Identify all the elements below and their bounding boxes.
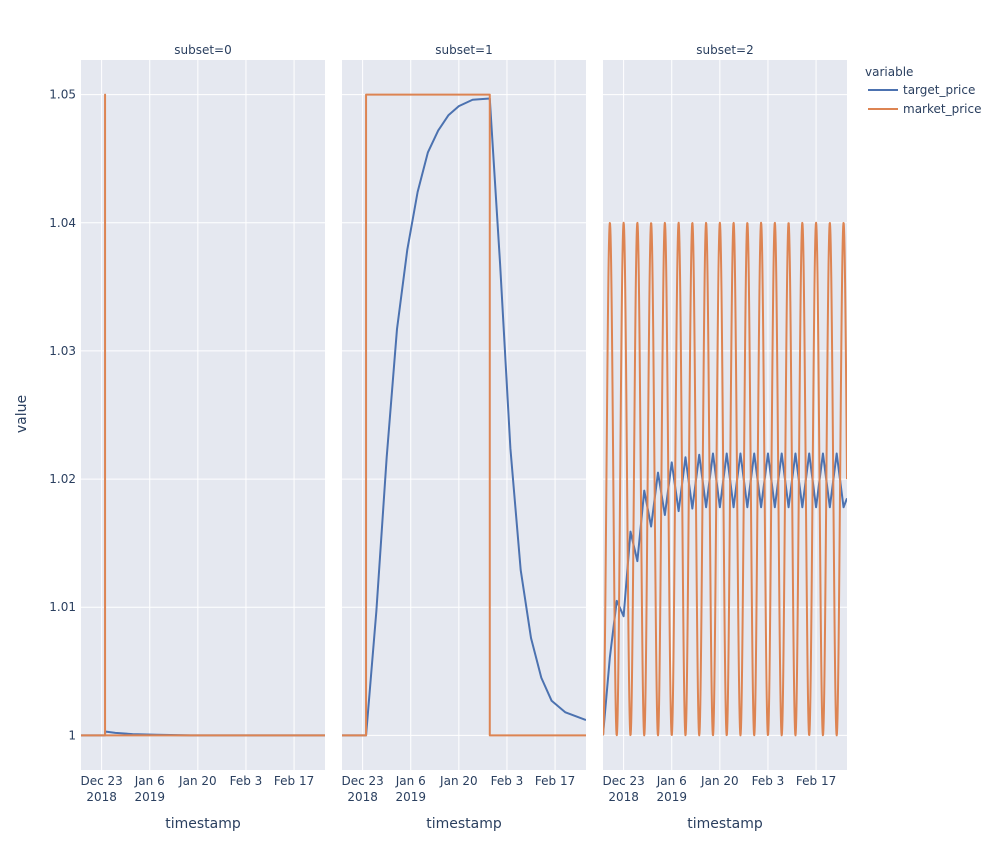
legend-item-target-price[interactable]: target_price: [868, 83, 975, 97]
x-tick-label: Jan 6: [134, 774, 165, 788]
x-tick-label: Jan 20: [700, 774, 739, 788]
x-tick-label: Feb 3: [752, 774, 785, 788]
x-tick-label: Jan 20: [178, 774, 217, 788]
x-axis-title: timestamp: [165, 816, 241, 832]
plot-background: [81, 60, 325, 770]
facet-title: subset=0: [174, 43, 232, 57]
x-tick-sublabel: 2019: [656, 790, 687, 804]
plot-background: [342, 60, 586, 770]
x-tick-label: Dec 23: [341, 774, 383, 788]
facet-panel-2: subset=2 Dec 23 2018 Jan 6 2019 Jan 20 Feb 3 Fe…: [602, 43, 847, 832]
y-tick-label: 1.05: [49, 88, 76, 102]
x-tick-label: Jan 6: [395, 774, 426, 788]
y-axis-title: value: [14, 395, 30, 433]
legend-label-target-price: target_price: [903, 83, 975, 97]
series-line-target-price: [342, 97, 586, 737]
x-axis-title: timestamp: [687, 816, 763, 832]
series-line-market-price: [342, 93, 586, 737]
x-tick-label: Dec 23: [602, 774, 644, 788]
series-line-market-price: [603, 221, 847, 737]
y-tick-label: 1: [68, 728, 76, 742]
facet-title: subset=2: [696, 43, 754, 57]
labels-layer: value: [14, 395, 30, 433]
series-group: [342, 93, 586, 737]
y-tick-label: 1.03: [49, 344, 76, 358]
x-tick-label: Jan 6: [656, 774, 687, 788]
x-tick-label: Feb 17: [274, 774, 314, 788]
x-tick-sublabel: 2019: [395, 790, 426, 804]
legend[interactable]: variable target_price market_price: [865, 65, 981, 116]
x-tick-label: Feb 17: [535, 774, 575, 788]
x-tick-label: Feb 3: [491, 774, 524, 788]
series-line-target-price: [603, 452, 847, 736]
x-tick-sublabel: 2018: [608, 790, 639, 804]
facet-title: subset=1: [435, 43, 493, 57]
x-tick-label: Feb 3: [230, 774, 263, 788]
panels-layer: subset=0 Dec 23 2018 Jan 6 2019 Jan 20 Feb 3 Fe…: [49, 43, 847, 832]
x-axis-title: timestamp: [426, 816, 502, 832]
y-tick-label: 1.04: [49, 216, 76, 230]
x-tick-label: Dec 23: [80, 774, 122, 788]
facet-panel-0: subset=0 Dec 23 2018 Jan 6 2019 Jan 20 Feb 3 Fe…: [49, 43, 325, 832]
x-tick-sublabel: 2019: [134, 790, 165, 804]
series-line-market-price: [81, 93, 325, 737]
legend-title: variable: [865, 65, 913, 79]
x-tick-sublabel: 2018: [347, 790, 378, 804]
x-tick-label: Feb 17: [796, 774, 836, 788]
series-group: [81, 93, 325, 737]
x-tick-label: Jan 20: [439, 774, 478, 788]
x-tick-sublabel: 2018: [86, 790, 117, 804]
facet-panel-1: subset=1 Dec 23 2018 Jan 6 2019 Jan 20 Feb 3 Fe…: [341, 43, 586, 832]
y-tick-label: 1.02: [49, 472, 76, 486]
legend-item-market-price[interactable]: market_price: [868, 102, 981, 116]
legend-label-market-price: market_price: [903, 102, 981, 116]
series-group: [603, 221, 847, 737]
y-tick-label: 1.01: [49, 600, 76, 614]
